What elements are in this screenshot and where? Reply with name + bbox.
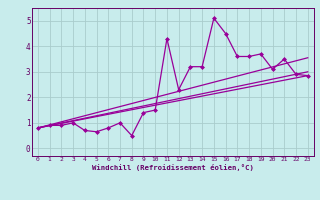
X-axis label: Windchill (Refroidissement éolien,°C): Windchill (Refroidissement éolien,°C) [92, 164, 254, 171]
